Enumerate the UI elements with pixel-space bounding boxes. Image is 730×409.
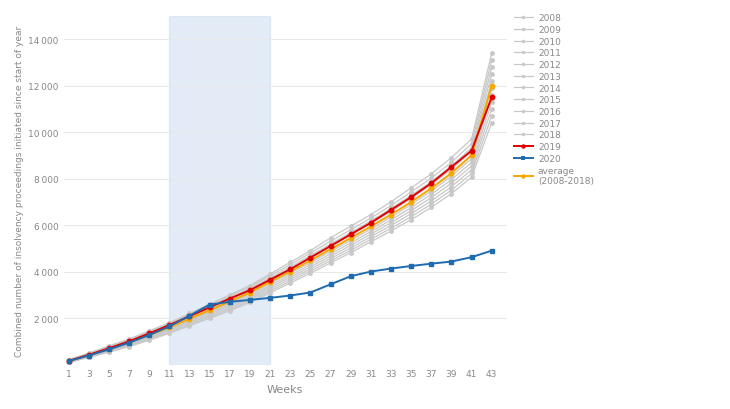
Y-axis label: Combined number of insolvency proceedings initiated since start of year: Combined number of insolvency proceeding…	[15, 25, 24, 356]
X-axis label: Weeks: Weeks	[267, 384, 304, 394]
Bar	[169, 17, 270, 365]
Legend: 2008, 2009, 2010, 2011, 2012, 2013, 2014, 2015, 2016, 2017, 2018, 2019, 2020, av: 2008, 2009, 2010, 2011, 2012, 2013, 2014…	[514, 14, 594, 186]
